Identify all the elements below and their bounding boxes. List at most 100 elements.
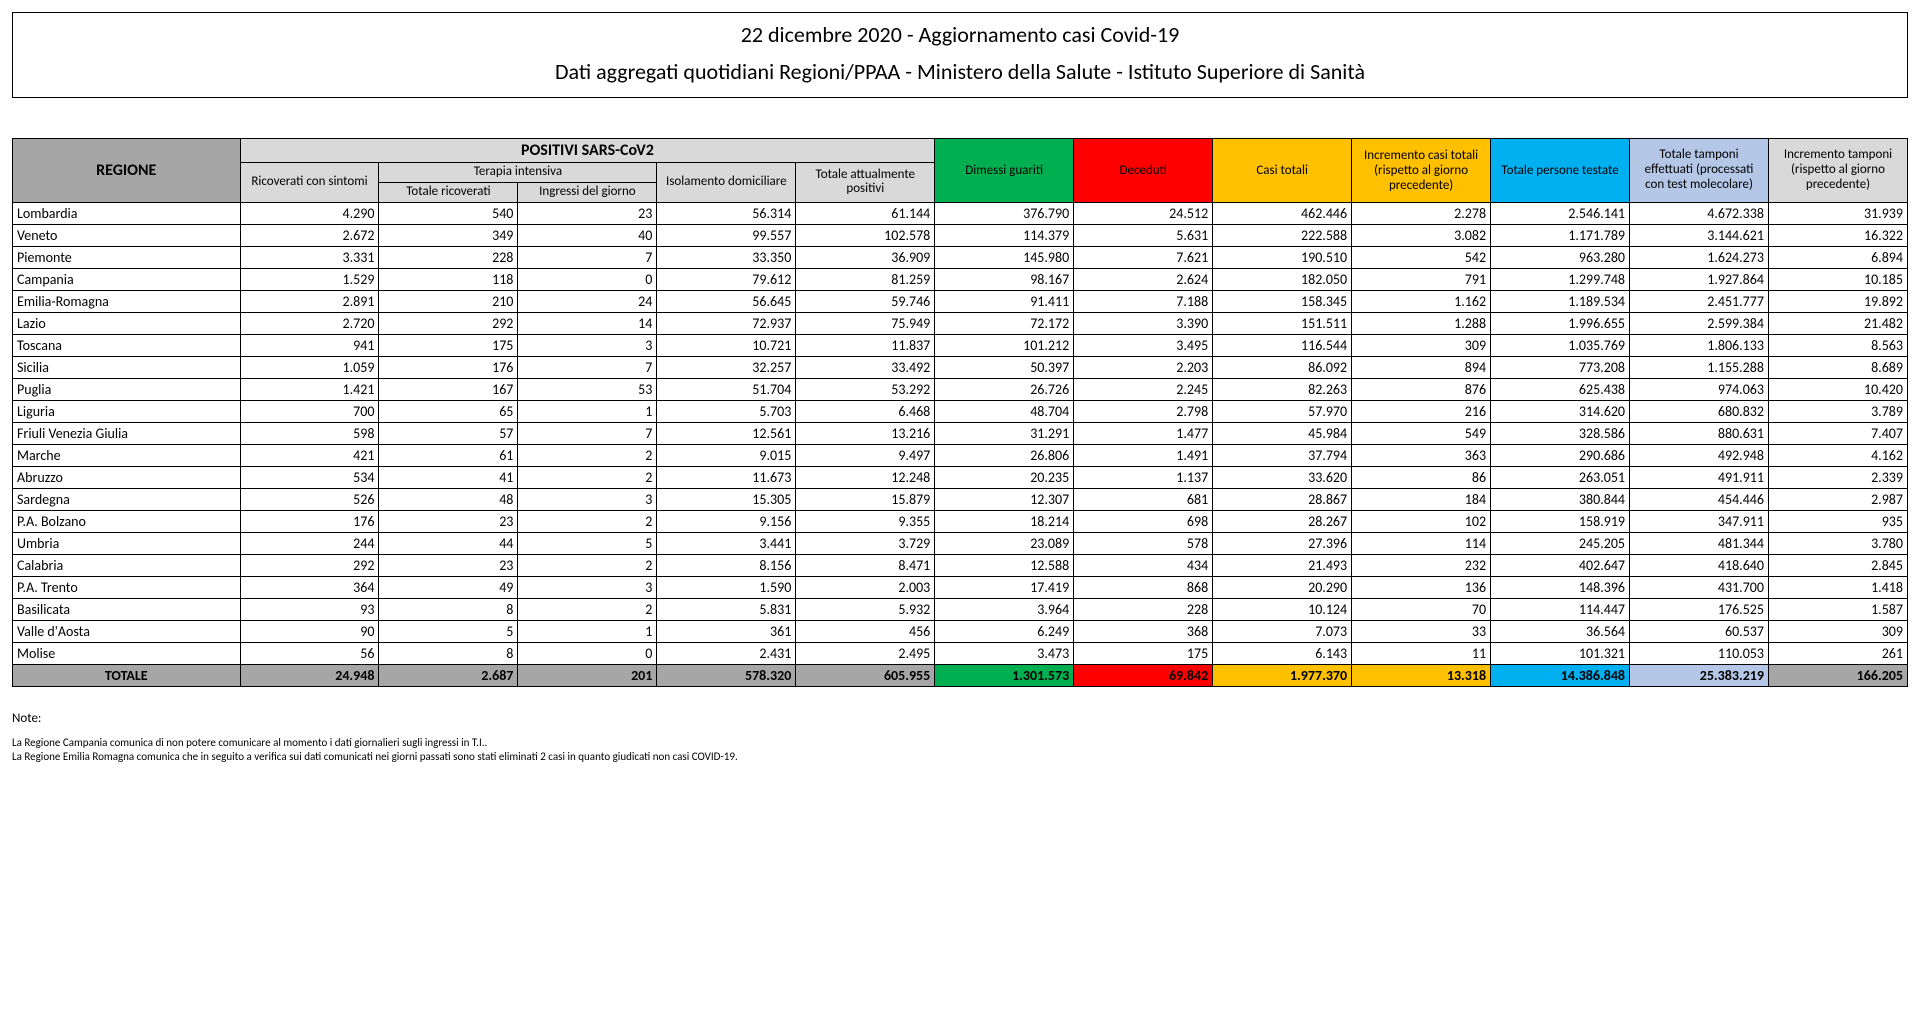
report-header: 22 dicembre 2020 - Aggiornamento casi Co… [12,12,1908,98]
total-cell: 69.842 [1074,664,1213,686]
data-cell: 72.172 [935,312,1074,334]
data-cell: 349 [379,224,518,246]
data-cell: 290.686 [1491,444,1630,466]
data-cell: 8 [379,598,518,620]
data-cell: 526 [240,488,379,510]
data-cell: 190.510 [1213,246,1352,268]
data-cell: 101.212 [935,334,1074,356]
data-cell: 598 [240,422,379,444]
data-cell: 14 [518,312,657,334]
data-cell: 3.473 [935,642,1074,664]
data-cell: 3.789 [1768,400,1907,422]
data-cell: 21.482 [1768,312,1907,334]
col-incr-tamponi: Incremento tamponi (rispetto al giorno p… [1768,139,1907,203]
col-tamponi: Totale tamponi effettuati (processati co… [1630,139,1769,203]
data-cell: 40 [518,224,657,246]
data-cell: 1.035.769 [1491,334,1630,356]
data-cell: 6.143 [1213,642,1352,664]
data-cell: 23 [379,510,518,532]
data-cell: 1.806.133 [1630,334,1769,356]
table-row: Toscana941175310.72111.837101.2123.49511… [13,334,1908,356]
region-name: Sicilia [13,356,241,378]
data-cell: 99.557 [657,224,796,246]
data-cell: 421 [240,444,379,466]
data-cell: 5.703 [657,400,796,422]
region-name: Abruzzo [13,466,241,488]
data-cell: 91.411 [935,290,1074,312]
data-cell: 176.525 [1630,598,1769,620]
data-cell: 17.419 [935,576,1074,598]
data-cell: 75.949 [796,312,935,334]
data-cell: 491.911 [1630,466,1769,488]
data-cell: 5.631 [1074,224,1213,246]
data-cell: 48 [379,488,518,510]
data-cell: 11 [1352,642,1491,664]
covid-data-table: REGIONE POSITIVI SARS-CoV2 Dimessi guari… [12,138,1908,687]
total-cell: 605.955 [796,664,935,686]
data-cell: 56.645 [657,290,796,312]
data-cell: 5.831 [657,598,796,620]
data-cell: 2 [518,510,657,532]
region-name: Puglia [13,378,241,400]
col-ricoverati: Ricoverati con sintomi [240,163,379,203]
data-cell: 116.544 [1213,334,1352,356]
data-cell: 1.059 [240,356,379,378]
data-cell: 7 [518,356,657,378]
data-cell: 418.640 [1630,554,1769,576]
region-name: Sardegna [13,488,241,510]
data-cell: 292 [240,554,379,576]
data-cell: 10.185 [1768,268,1907,290]
region-name: Friuli Venezia Giulia [13,422,241,444]
data-cell: 364 [240,576,379,598]
data-cell: 4.672.338 [1630,202,1769,224]
data-cell: 86.092 [1213,356,1352,378]
data-cell: 18.214 [935,510,1074,532]
data-cell: 7.073 [1213,620,1352,642]
data-cell: 61.144 [796,202,935,224]
data-cell: 2.278 [1352,202,1491,224]
data-cell: 314.620 [1491,400,1630,422]
data-cell: 8.689 [1768,356,1907,378]
col-dimessi: Dimessi guariti [935,139,1074,203]
data-cell: 1.155.288 [1630,356,1769,378]
data-cell: 261 [1768,642,1907,664]
data-cell: 3.964 [935,598,1074,620]
col-regione: REGIONE [13,139,241,203]
data-cell: 244 [240,532,379,554]
region-name: Marche [13,444,241,466]
total-cell: 13.318 [1352,664,1491,686]
data-cell: 1.137 [1074,466,1213,488]
data-cell: 33 [1352,620,1491,642]
data-cell: 114 [1352,532,1491,554]
data-cell: 26.806 [935,444,1074,466]
data-cell: 216 [1352,400,1491,422]
data-cell: 36.564 [1491,620,1630,642]
data-cell: 974.063 [1630,378,1769,400]
data-cell: 79.612 [657,268,796,290]
data-cell: 28.267 [1213,510,1352,532]
data-cell: 7 [518,246,657,268]
data-cell: 1.624.273 [1630,246,1769,268]
data-cell: 24.512 [1074,202,1213,224]
data-cell: 0 [518,642,657,664]
data-cell: 791 [1352,268,1491,290]
data-cell: 328.586 [1491,422,1630,444]
data-cell: 2.891 [240,290,379,312]
data-cell: 542 [1352,246,1491,268]
data-cell: 12.248 [796,466,935,488]
data-cell: 3.780 [1768,532,1907,554]
col-isolamento: Isolamento domiciliare [657,163,796,203]
data-cell: 578 [1074,532,1213,554]
data-cell: 5.932 [796,598,935,620]
data-cell: 12.588 [935,554,1074,576]
data-cell: 4.162 [1768,444,1907,466]
data-cell: 1.421 [240,378,379,400]
data-cell: 2.431 [657,642,796,664]
data-cell: 10.721 [657,334,796,356]
data-cell: 1.996.655 [1491,312,1630,334]
data-cell: 1.587 [1768,598,1907,620]
data-cell: 2 [518,598,657,620]
table-row: P.A. Bolzano1762329.1569.35518.21469828.… [13,510,1908,532]
data-cell: 2.624 [1074,268,1213,290]
data-cell: 57.970 [1213,400,1352,422]
